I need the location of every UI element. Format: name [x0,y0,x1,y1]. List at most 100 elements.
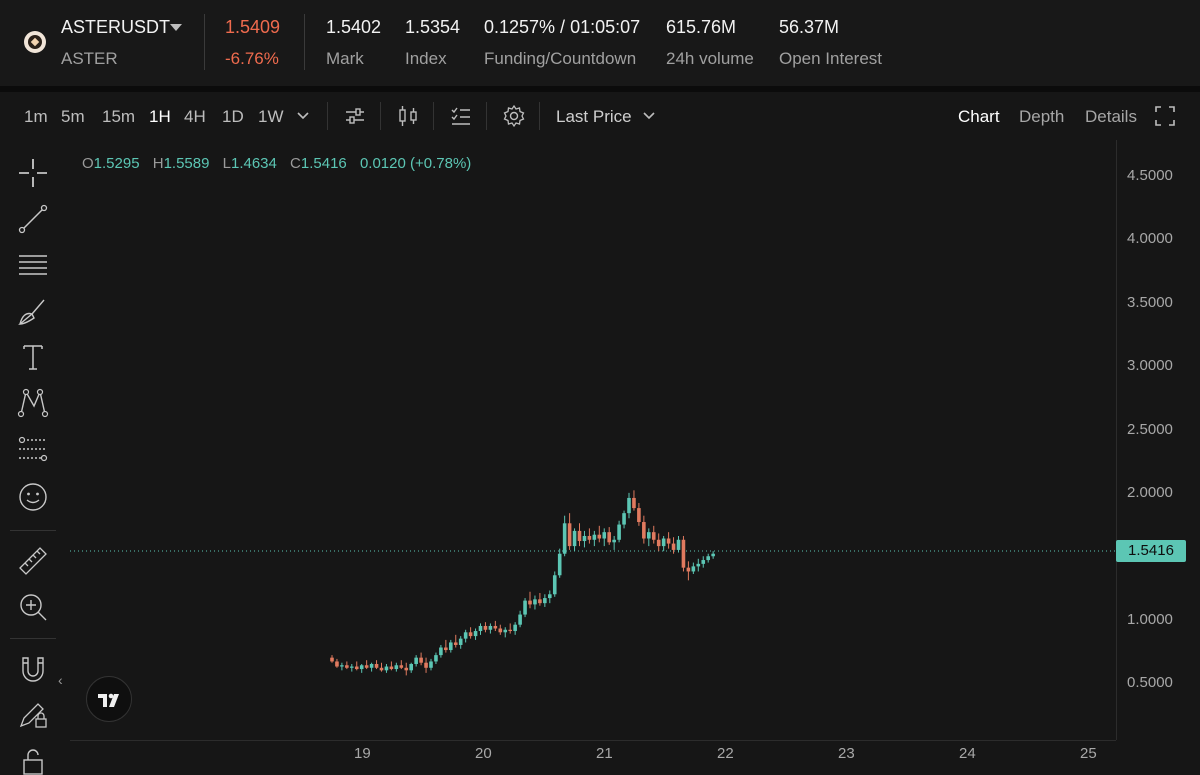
timeframe-15m[interactable]: 15m [102,107,136,126]
candle[interactable] [379,662,384,672]
candle[interactable] [597,525,602,543]
candle[interactable] [340,662,344,671]
candle[interactable] [488,623,493,634]
emoji-icon[interactable] [16,480,50,514]
zoom-in-icon[interactable] [16,590,50,624]
crosshair-icon[interactable] [16,156,50,190]
candle[interactable] [651,525,656,544]
candle[interactable] [444,639,448,653]
candle[interactable] [389,661,394,671]
candle[interactable] [632,490,636,511]
candle[interactable] [468,627,473,639]
candle[interactable] [642,515,646,544]
candle[interactable] [637,503,641,526]
candle-type-icon[interactable] [395,103,421,129]
symbol-name[interactable]: ASTERUSDT [61,17,171,37]
candle[interactable] [513,622,517,635]
candle[interactable] [424,657,428,673]
candle[interactable] [518,610,522,628]
candle[interactable] [345,661,349,670]
timeframe-1h[interactable]: 1H [149,107,171,126]
candle[interactable] [335,658,339,668]
timeframe-1d[interactable]: 1D [222,107,244,126]
candle[interactable] [354,661,359,671]
settings-gear-icon[interactable] [501,103,527,129]
chevron-down-icon[interactable] [290,103,316,129]
candle[interactable] [404,662,409,676]
candle[interactable] [414,655,418,667]
price-type-selector[interactable]: Last Price [556,107,632,126]
candle[interactable] [711,551,715,559]
candle[interactable] [681,535,686,572]
candle[interactable] [478,623,483,635]
candle[interactable] [696,558,701,572]
candle[interactable] [409,662,413,673]
candle[interactable] [647,528,651,547]
timeframe-1m[interactable]: 1m [24,107,48,126]
candle[interactable] [384,663,389,673]
candle[interactable] [439,644,443,658]
candle[interactable] [374,660,379,670]
candle[interactable] [473,628,478,640]
candle[interactable] [533,595,537,610]
candle[interactable] [557,548,562,578]
candle[interactable] [369,662,374,672]
candle[interactable] [701,556,706,568]
candle[interactable] [523,598,527,618]
candle[interactable] [543,594,547,607]
candle[interactable] [434,652,438,664]
candle[interactable] [676,535,681,553]
candle[interactable] [666,532,671,549]
tab-depth[interactable]: Depth [1019,107,1065,126]
candle[interactable] [394,662,399,672]
fullscreen-icon[interactable] [1152,103,1178,129]
horizontal-lines-icon[interactable] [16,248,50,282]
time-axis[interactable] [70,740,1116,775]
tab-chart[interactable]: Chart [958,107,1000,126]
candle[interactable] [528,591,532,609]
candle[interactable] [577,523,582,547]
candle[interactable] [463,629,468,643]
price-axis[interactable] [1116,140,1200,740]
symbol-dropdown-icon[interactable] [170,24,182,31]
candle[interactable] [548,590,552,604]
lock-drawing-icon[interactable] [16,698,50,732]
candle[interactable] [419,652,423,666]
candle[interactable] [350,663,354,672]
magnet-icon[interactable] [16,652,50,686]
candle[interactable] [453,634,458,648]
brush-icon[interactable] [16,294,50,328]
candle[interactable] [364,660,369,670]
indicators-icon[interactable] [342,103,368,129]
candle[interactable] [399,660,404,670]
tab-details[interactable]: Details [1085,107,1137,126]
candle[interactable] [592,530,597,547]
candle[interactable] [498,624,503,635]
candle[interactable] [627,492,631,519]
candle[interactable] [572,528,577,552]
collapse-toolbar-icon[interactable]: ‹ [58,672,63,688]
candle[interactable] [449,639,453,653]
timeframe-5m[interactable]: 5m [61,107,85,126]
candle[interactable] [458,636,463,649]
templates-icon[interactable] [448,103,474,129]
lock-icon[interactable] [16,744,50,775]
candle[interactable] [552,571,557,597]
pattern-tool-icon[interactable] [16,386,50,420]
candle[interactable] [691,562,696,574]
candle[interactable] [617,520,621,543]
candle[interactable] [359,663,364,673]
candlestick-chart[interactable] [70,140,1116,740]
ruler-icon[interactable] [16,544,50,578]
candle[interactable] [587,528,592,544]
timeframe-1w[interactable]: 1W [258,107,284,126]
candle[interactable] [567,513,572,550]
timeframe-4h[interactable]: 4H [184,107,206,126]
candle[interactable] [622,510,626,529]
fib-tool-icon[interactable] [16,432,50,466]
candle[interactable] [656,533,661,552]
candle[interactable] [686,561,691,581]
candle[interactable] [503,627,508,638]
candle[interactable] [538,593,542,606]
candle[interactable] [483,622,488,633]
